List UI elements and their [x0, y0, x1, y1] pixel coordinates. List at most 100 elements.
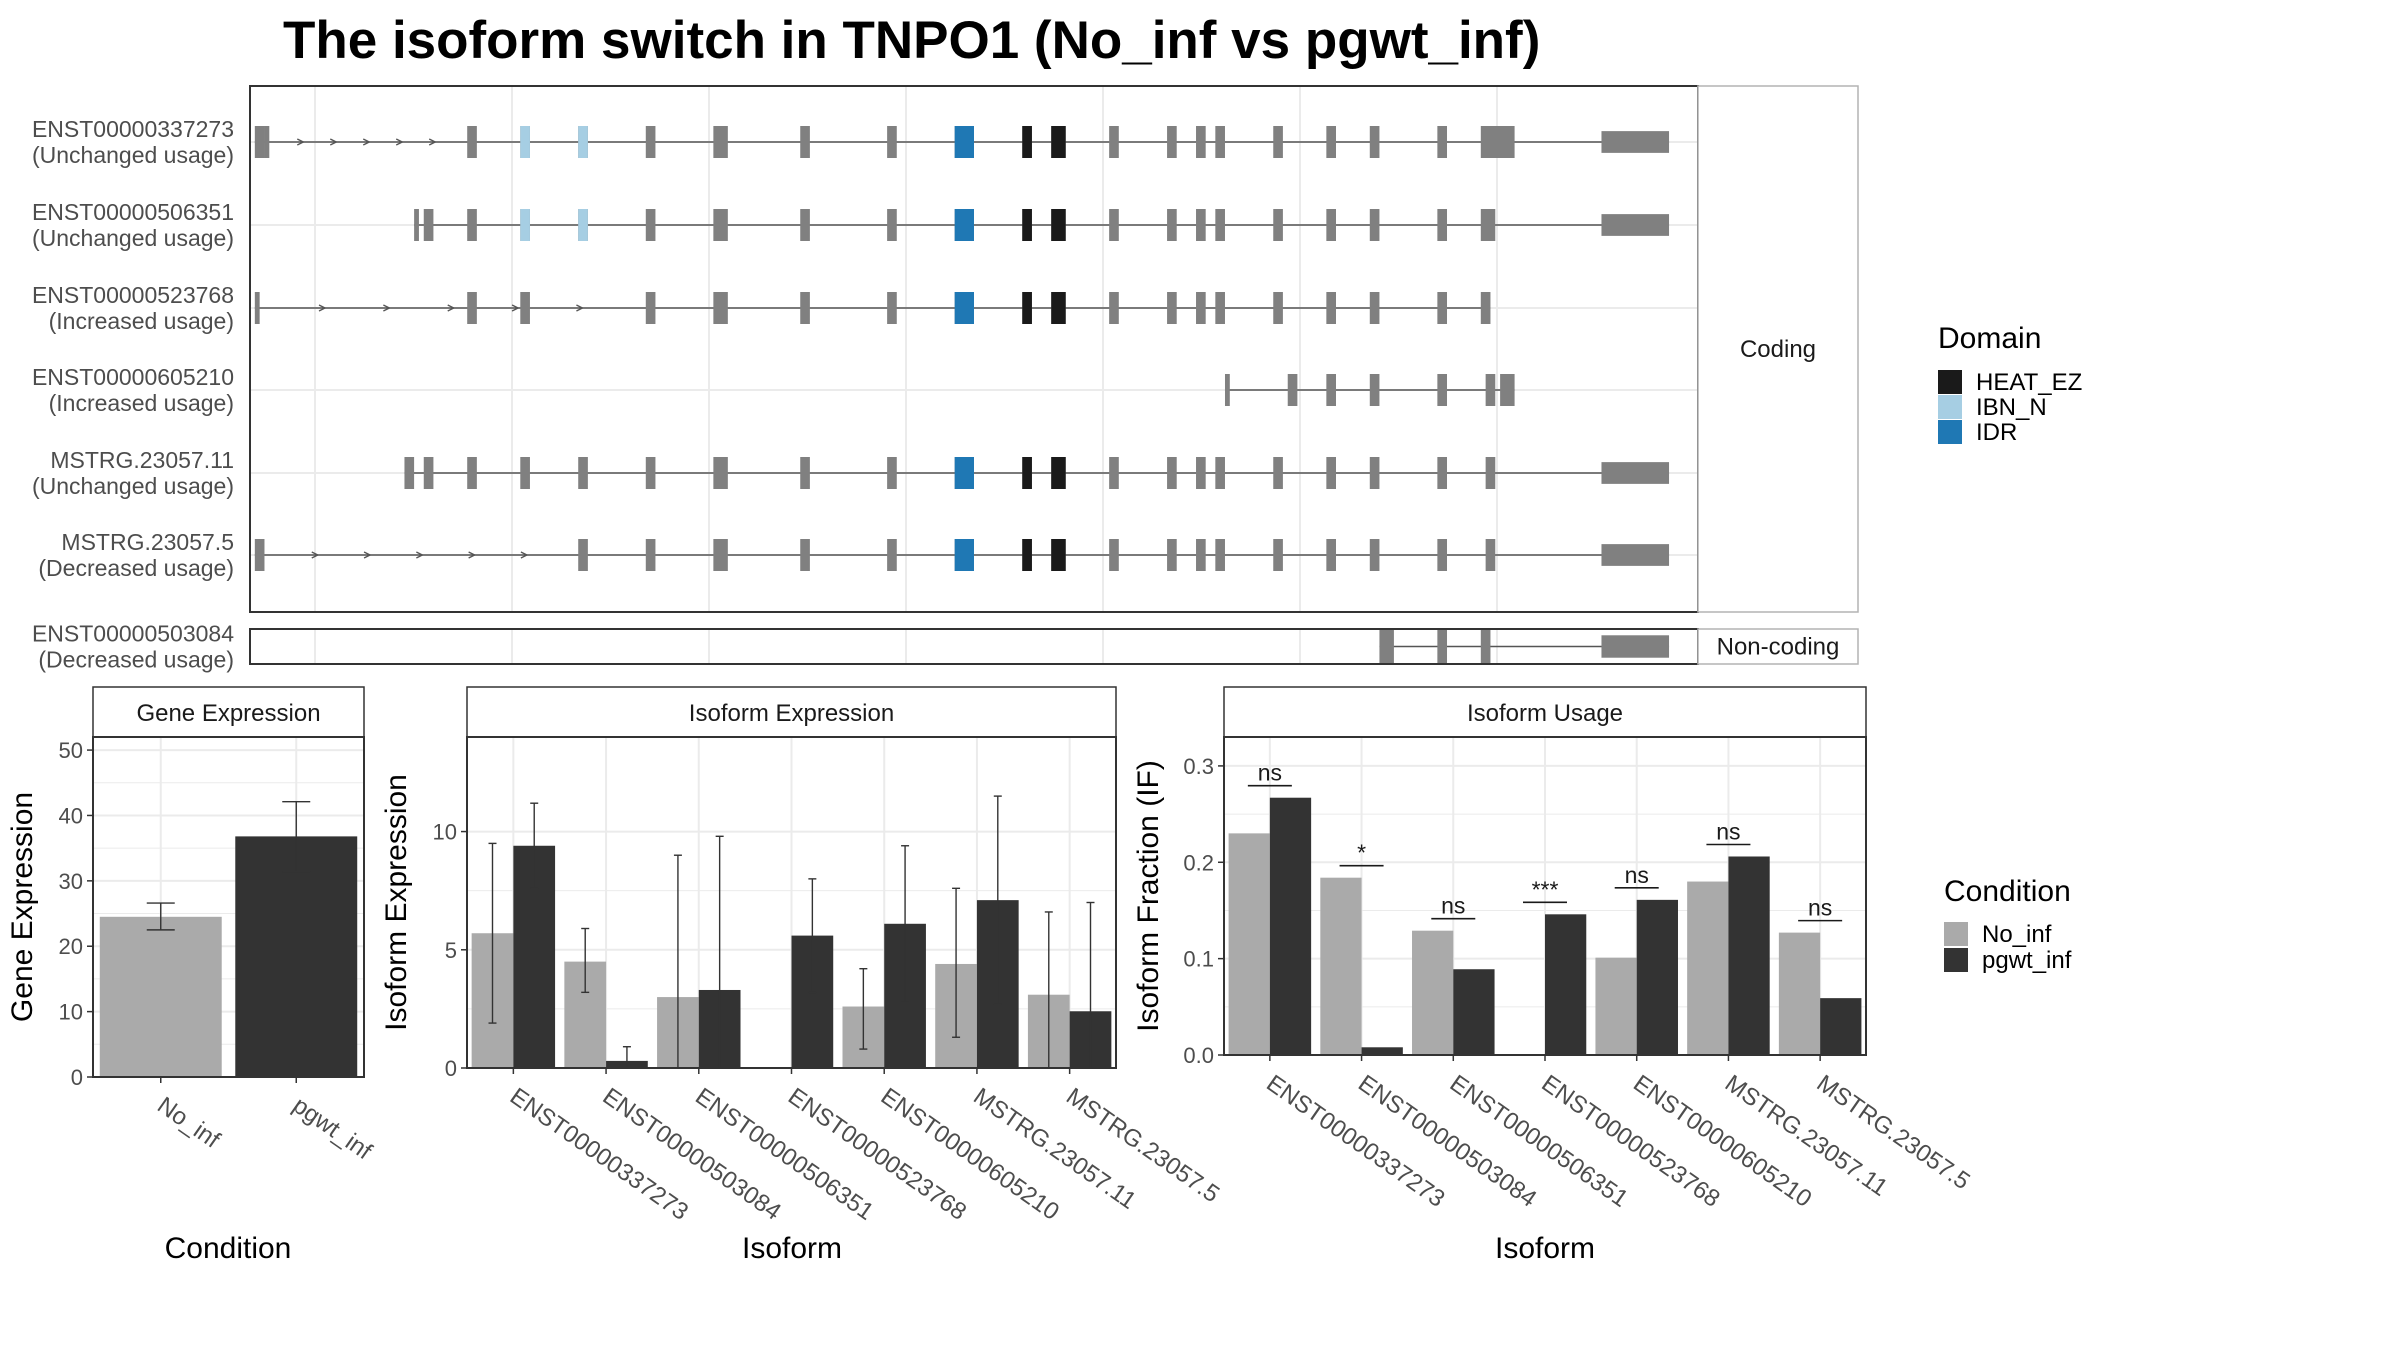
exon — [467, 457, 477, 489]
x-tick-label: MSTRG.23057.11 — [968, 1083, 1140, 1215]
strand-arrow — [383, 304, 391, 312]
exon — [1369, 209, 1380, 241]
exon — [1369, 374, 1380, 406]
exon — [887, 292, 897, 324]
domain-ibn-n — [520, 126, 530, 158]
strand-arrow — [428, 138, 437, 146]
significance-label: ns — [1716, 818, 1740, 844]
exon — [1437, 292, 1448, 324]
exon — [1326, 209, 1336, 241]
exon — [645, 457, 656, 489]
y-tick-label: 0.1 — [1183, 947, 1214, 972]
y-tick-label: 0 — [71, 1065, 83, 1090]
exon — [1109, 292, 1119, 324]
exon — [520, 292, 530, 324]
significance-label: ns — [1625, 862, 1649, 888]
exon — [1369, 126, 1380, 158]
exon — [887, 457, 897, 489]
exon — [1480, 292, 1491, 324]
y-tick-label: 0 — [445, 1056, 457, 1081]
bar — [1636, 899, 1678, 1055]
exon — [1369, 292, 1380, 324]
strand-arrow — [329, 138, 338, 146]
track-label-id: ENST00000523768 — [32, 282, 234, 308]
track-label-usage: (Unchanged usage) — [32, 142, 234, 168]
panel-strip-label: Isoform Expression — [689, 700, 894, 727]
significance-label: ns — [1441, 893, 1465, 919]
condition-legend-label: No_inf — [1982, 921, 2052, 948]
exon — [1485, 539, 1496, 571]
x-tick-label: MSTRG.23057.5 — [1061, 1083, 1224, 1208]
strand-arrow — [576, 304, 584, 312]
noncoding-strip — [1697, 628, 1859, 665]
x-axis-title: Condition — [165, 1232, 292, 1265]
track-label-id: ENST00000605210 — [32, 364, 234, 390]
bar — [235, 836, 358, 1077]
exon — [1601, 214, 1670, 236]
significance-label: *** — [1532, 876, 1559, 902]
exon — [1326, 457, 1336, 489]
x-tick-label: MSTRG.23057.11 — [1720, 1070, 1892, 1202]
exon — [1326, 126, 1336, 158]
exon — [1500, 374, 1515, 406]
track-label-usage: (Decreased usage) — [38, 555, 234, 581]
exon — [1601, 635, 1670, 658]
bar — [1453, 969, 1495, 1055]
exon — [1167, 457, 1177, 489]
y-tick-label: 50 — [59, 738, 83, 763]
strand-arrow — [511, 304, 520, 312]
exon — [1196, 539, 1206, 571]
y-tick-label: 20 — [59, 934, 83, 959]
domain-legend-swatch — [1938, 395, 1962, 419]
coding-strip-label: Coding — [1740, 336, 1816, 363]
exon — [713, 539, 728, 571]
bar — [1228, 833, 1270, 1055]
significance-label: * — [1357, 840, 1366, 866]
track-label-id: ENST00000503084 — [32, 621, 234, 647]
panel-strip-label: Gene Expression — [136, 700, 320, 727]
panel-strip — [1223, 686, 1867, 738]
exon — [1379, 630, 1394, 663]
bar — [99, 916, 222, 1077]
exon — [1437, 374, 1448, 406]
exon — [1601, 544, 1670, 566]
x-tick-label: pgwt_inf — [288, 1092, 377, 1166]
exon — [423, 457, 434, 489]
exon — [1196, 126, 1206, 158]
exon — [1480, 630, 1491, 663]
exon — [887, 209, 897, 241]
domain-idr — [954, 209, 974, 241]
domain-idr — [954, 539, 974, 571]
track-label-id: MSTRG.23057.5 — [61, 529, 234, 555]
gene-expression-panel: Gene Expression 0 10 20 30 40 50 No_inf pgwt_inf… — [6, 686, 377, 1265]
exon — [1109, 126, 1119, 158]
panel-strip-label: Isoform Usage — [1467, 700, 1623, 727]
exon — [1287, 374, 1298, 406]
exon — [467, 126, 477, 158]
exon — [1167, 292, 1177, 324]
exon — [1369, 539, 1380, 571]
x-tick-label: No_inf — [152, 1092, 225, 1154]
domain-ibn-n — [578, 209, 588, 241]
condition-legend-label: pgwt_inf — [1982, 947, 2072, 974]
exon — [467, 209, 477, 241]
y-axis-title: Gene Expression — [6, 792, 39, 1022]
exon — [1369, 457, 1380, 489]
bar — [1820, 998, 1862, 1055]
strand-arrow — [395, 138, 404, 146]
domain-heat-ez — [1022, 539, 1032, 571]
exon — [1437, 539, 1448, 571]
exon — [1326, 374, 1336, 406]
domain-ibn-n — [520, 209, 530, 241]
exon — [1109, 457, 1119, 489]
panel-strip — [92, 686, 365, 738]
y-tick-label: 0.2 — [1183, 850, 1214, 875]
domain-heat-ez — [1022, 292, 1032, 324]
domain-legend-label: HEAT_EZ — [1976, 369, 2082, 396]
exon — [1215, 126, 1225, 158]
domain-heat-ez — [1022, 126, 1032, 158]
bar — [1687, 881, 1729, 1055]
exon — [1273, 126, 1283, 158]
exon — [414, 209, 419, 241]
